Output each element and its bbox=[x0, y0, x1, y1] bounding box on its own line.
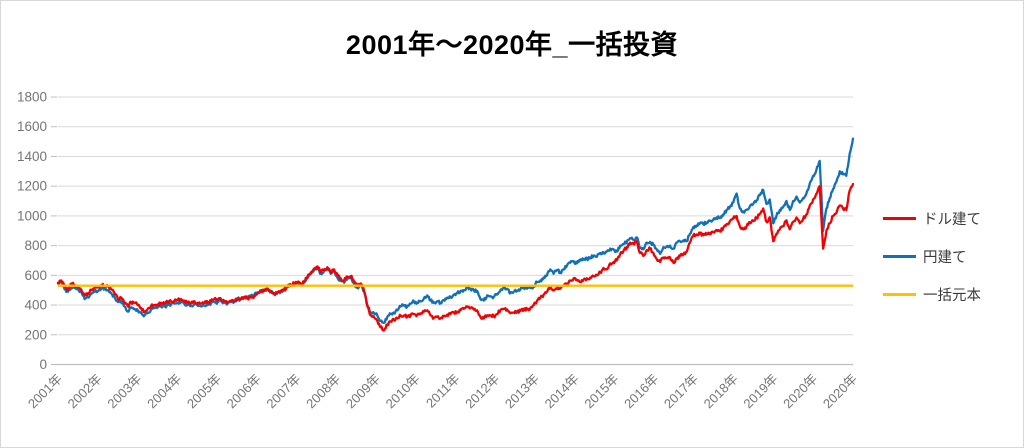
legend-label-yen: 円建て bbox=[923, 249, 967, 266]
svg-text:1800: 1800 bbox=[17, 90, 47, 105]
chart-title: 2001年～2020年_一括投資 bbox=[345, 30, 679, 60]
svg-text:2011年: 2011年 bbox=[423, 371, 463, 411]
svg-text:2020年: 2020年 bbox=[780, 371, 820, 411]
svg-text:1400: 1400 bbox=[17, 149, 47, 164]
svg-text:2002年: 2002年 bbox=[65, 371, 105, 411]
svg-text:2010年: 2010年 bbox=[383, 371, 423, 411]
svg-text:2007年: 2007年 bbox=[263, 371, 303, 411]
svg-text:2020年: 2020年 bbox=[820, 371, 860, 411]
svg-text:2012年: 2012年 bbox=[462, 371, 502, 411]
svg-text:2005年: 2005年 bbox=[184, 371, 224, 411]
svg-text:600: 600 bbox=[24, 268, 47, 283]
legend-item-dollar: ドル建て bbox=[883, 207, 981, 229]
svg-text:2013年: 2013年 bbox=[502, 371, 542, 411]
svg-text:1000: 1000 bbox=[17, 208, 47, 223]
legend-label-dollar: ドル建て bbox=[923, 211, 981, 228]
legend-item-principal: 一括元本 bbox=[883, 283, 981, 305]
svg-text:2016年: 2016年 bbox=[621, 371, 661, 411]
svg-text:2014年: 2014年 bbox=[542, 371, 582, 411]
legend-line-yen-icon bbox=[883, 254, 916, 258]
svg-text:2017年: 2017年 bbox=[661, 371, 701, 411]
legend-label-principal: 一括元本 bbox=[923, 287, 981, 304]
svg-text:2003年: 2003年 bbox=[104, 371, 144, 411]
legend: ドル建て 円建て 一括元本 bbox=[883, 207, 981, 305]
svg-text:2019年: 2019年 bbox=[740, 371, 780, 411]
svg-text:200: 200 bbox=[24, 327, 47, 342]
svg-text:1600: 1600 bbox=[17, 119, 47, 134]
svg-text:800: 800 bbox=[24, 238, 47, 253]
svg-text:2008年: 2008年 bbox=[303, 371, 343, 411]
svg-text:2006年: 2006年 bbox=[224, 371, 264, 411]
svg-text:0: 0 bbox=[39, 357, 47, 372]
legend-item-yen: 円建て bbox=[883, 245, 981, 267]
legend-line-principal-icon bbox=[883, 292, 916, 296]
svg-text:2009年: 2009年 bbox=[343, 371, 383, 411]
svg-text:2015年: 2015年 bbox=[581, 371, 621, 411]
svg-text:400: 400 bbox=[24, 298, 47, 313]
svg-text:1200: 1200 bbox=[17, 179, 47, 194]
legend-line-dollar-icon bbox=[883, 216, 916, 220]
svg-text:2001年: 2001年 bbox=[25, 371, 65, 411]
svg-text:2018年: 2018年 bbox=[701, 371, 741, 411]
svg-text:2004年: 2004年 bbox=[144, 371, 184, 411]
